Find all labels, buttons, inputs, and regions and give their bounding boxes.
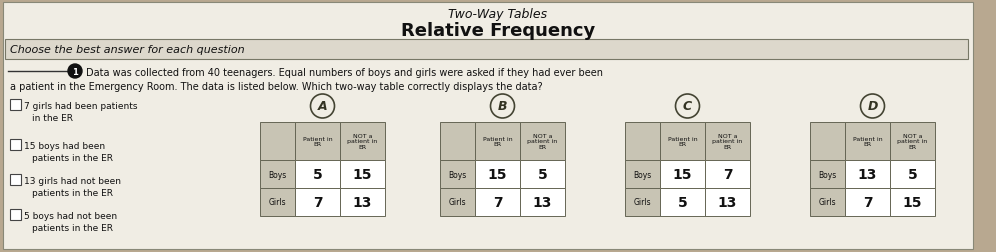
Text: NOT a
patient in
ER: NOT a patient in ER (527, 133, 558, 150)
Bar (890, 160, 935, 188)
Text: in the ER: in the ER (32, 114, 73, 122)
Bar (340, 188, 385, 216)
Text: 1: 1 (72, 67, 78, 76)
Text: Choose the best answer for each question: Choose the best answer for each question (10, 45, 245, 55)
Text: 13: 13 (533, 195, 552, 209)
Text: 5 boys had not been: 5 boys had not been (24, 211, 118, 220)
Bar (520, 160, 565, 188)
Text: 15: 15 (488, 167, 507, 181)
Text: D: D (868, 100, 877, 113)
Bar (340, 160, 385, 188)
Text: patients in the ER: patients in the ER (32, 223, 113, 232)
Text: B: B (498, 100, 507, 113)
Bar (440, 122, 475, 160)
Text: Patient in
ER: Patient in ER (853, 136, 882, 147)
Bar (890, 122, 935, 160)
Text: Boys: Boys (633, 170, 651, 179)
Bar (520, 122, 565, 160)
Text: 13: 13 (858, 167, 877, 181)
Text: 15: 15 (672, 167, 692, 181)
Bar (845, 188, 890, 216)
Text: Patient in
ER: Patient in ER (483, 136, 512, 147)
Bar (810, 188, 845, 216)
Text: Two-Way Tables: Two-Way Tables (448, 8, 548, 21)
Text: NOT a
patient in
ER: NOT a patient in ER (348, 133, 377, 150)
Bar (810, 122, 845, 160)
Text: A: A (318, 100, 328, 113)
Text: 15: 15 (353, 167, 373, 181)
Bar (10, 139, 21, 150)
Text: 7: 7 (723, 167, 732, 181)
Bar (260, 160, 295, 188)
Bar (705, 122, 750, 160)
Bar (10, 209, 21, 220)
Bar (10, 174, 21, 185)
Text: C: C (683, 100, 692, 113)
Text: NOT a
patient in
ER: NOT a patient in ER (712, 133, 743, 150)
Bar (5, 40, 968, 60)
Bar (440, 188, 475, 216)
Bar (660, 160, 705, 188)
Text: 15 boys had been: 15 boys had been (24, 141, 106, 150)
Text: 7: 7 (863, 195, 872, 209)
Bar (475, 122, 520, 160)
Text: Data was collected from 40 teenagers. Equal numbers of boys and girls were asked: Data was collected from 40 teenagers. Eq… (86, 68, 603, 78)
Text: Boys: Boys (268, 170, 287, 179)
Bar (660, 188, 705, 216)
Text: 7 girls had been patients: 7 girls had been patients (24, 102, 137, 111)
Bar (845, 122, 890, 160)
Text: 13: 13 (353, 195, 373, 209)
Text: 15: 15 (902, 195, 922, 209)
Bar (705, 188, 750, 216)
Text: NOT a
patient in
ER: NOT a patient in ER (897, 133, 927, 150)
Bar (295, 122, 340, 160)
Bar (440, 160, 475, 188)
Text: Girls: Girls (448, 198, 466, 207)
Bar (810, 160, 845, 188)
Text: 7: 7 (493, 195, 502, 209)
Text: a patient in the Emergency Room. The data is listed below. Which two-way table c: a patient in the Emergency Room. The dat… (10, 82, 543, 92)
Bar (475, 188, 520, 216)
Text: 5: 5 (313, 167, 323, 181)
Bar (10, 100, 21, 111)
Text: 5: 5 (538, 167, 548, 181)
Text: Girls: Girls (819, 198, 837, 207)
Bar (295, 188, 340, 216)
Bar (890, 188, 935, 216)
Bar (260, 122, 295, 160)
Text: patients in the ER: patients in the ER (32, 153, 113, 162)
Bar (260, 188, 295, 216)
Bar (295, 160, 340, 188)
Text: 7: 7 (313, 195, 323, 209)
Text: Patient in
ER: Patient in ER (303, 136, 333, 147)
Text: Girls: Girls (269, 198, 286, 207)
Text: patients in the ER: patients in the ER (32, 188, 113, 197)
Text: 13 girls had not been: 13 girls had not been (24, 176, 121, 185)
Text: Boys: Boys (448, 170, 466, 179)
Text: Relative Frequency: Relative Frequency (400, 22, 596, 40)
Circle shape (68, 65, 82, 79)
Text: Boys: Boys (819, 170, 837, 179)
Bar (660, 122, 705, 160)
Text: 5: 5 (677, 195, 687, 209)
Bar (520, 188, 565, 216)
Text: Patient in
ER: Patient in ER (667, 136, 697, 147)
Bar (705, 160, 750, 188)
Bar (475, 160, 520, 188)
Bar (625, 122, 660, 160)
Bar (845, 160, 890, 188)
Text: 5: 5 (907, 167, 917, 181)
Bar (625, 188, 660, 216)
Text: Girls: Girls (633, 198, 651, 207)
Bar (340, 122, 385, 160)
Bar (625, 160, 660, 188)
Text: 13: 13 (718, 195, 737, 209)
